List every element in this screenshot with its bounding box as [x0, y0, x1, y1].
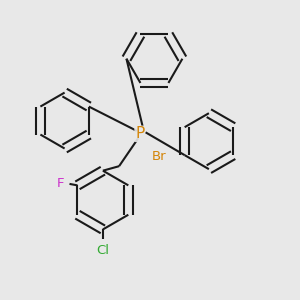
Text: Cl: Cl	[96, 244, 110, 256]
Text: Br: Br	[152, 150, 166, 163]
Text: P: P	[135, 126, 144, 141]
Text: F: F	[57, 177, 64, 190]
